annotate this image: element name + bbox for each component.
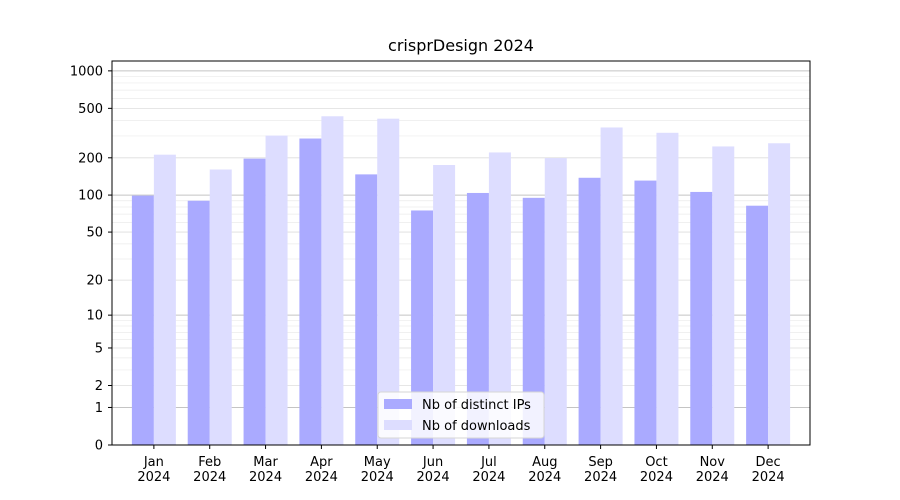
bar-distinct-ips bbox=[634, 180, 657, 446]
x-tick-label: Feb 2024 bbox=[193, 455, 226, 485]
y-tick-label: 100 bbox=[78, 189, 103, 204]
x-tick-label: Aug 2024 bbox=[528, 455, 561, 485]
y-tick-label: 10 bbox=[86, 309, 103, 324]
bar-distinct-ips bbox=[243, 158, 266, 445]
y-tick-label: 5 bbox=[95, 341, 103, 356]
plot-frame bbox=[111, 60, 811, 446]
x-tick-label-line: 2024 bbox=[472, 470, 505, 485]
y-tick-label: 200 bbox=[78, 151, 103, 166]
bar-downloads bbox=[209, 169, 232, 445]
x-tick-label-line: 2024 bbox=[137, 470, 170, 485]
x-tick-label-line: 2024 bbox=[193, 470, 226, 485]
y-tick-label: 1 bbox=[95, 401, 103, 416]
bar-distinct-ips bbox=[411, 210, 434, 445]
x-tick-label: Apr 2024 bbox=[305, 455, 338, 485]
bar-distinct-ips bbox=[466, 192, 489, 445]
chart-title: crisprDesign 2024 bbox=[388, 36, 534, 55]
legend-swatch bbox=[384, 420, 412, 430]
y-tick-label: 2 bbox=[95, 379, 103, 394]
bar-downloads bbox=[488, 152, 511, 446]
bar-downloads bbox=[433, 164, 456, 446]
bar-distinct-ips bbox=[355, 174, 378, 445]
x-tick-label-line: Sep bbox=[588, 455, 613, 470]
x-tick-label: May 2024 bbox=[361, 455, 394, 485]
x-tick-label-line: 2024 bbox=[305, 470, 338, 485]
axes-layer bbox=[111, 60, 811, 446]
x-tick-label: Jul 2024 bbox=[472, 455, 505, 485]
bar-distinct-ips bbox=[187, 200, 210, 445]
bar-downloads bbox=[600, 127, 623, 445]
x-tick-label: Jan 2024 bbox=[137, 455, 170, 485]
x-tick-label-line: Apr bbox=[310, 455, 333, 470]
x-tick-label-line: Oct bbox=[645, 455, 667, 470]
x-tick-label-line: 2024 bbox=[640, 470, 673, 485]
x-tick-label: Dec 2024 bbox=[752, 455, 785, 485]
y-tick-label: 1000 bbox=[70, 64, 103, 79]
bar-distinct-ips bbox=[299, 138, 322, 445]
bar-distinct-ips bbox=[690, 191, 713, 445]
x-tick-label-line: Mar bbox=[253, 455, 278, 470]
x-tick-label: Sep 2024 bbox=[584, 455, 617, 485]
x-tick-label-line: 2024 bbox=[528, 470, 561, 485]
x-tick-label-line: Jun bbox=[422, 455, 443, 470]
x-tick-label-line: Feb bbox=[198, 455, 221, 470]
legend-swatch bbox=[384, 399, 412, 409]
legend-label: Nb of downloads bbox=[422, 419, 531, 434]
y-tick-label: 0 bbox=[95, 439, 103, 454]
x-tick-label-line: 2024 bbox=[584, 470, 617, 485]
bars-layer bbox=[131, 116, 791, 446]
y-tick-label: 50 bbox=[86, 226, 103, 241]
x-tick-label-line: May bbox=[364, 455, 391, 470]
x-tick-label-line: Jan bbox=[143, 455, 164, 470]
bar-distinct-ips bbox=[578, 177, 601, 445]
x-tick-label-line: 2024 bbox=[752, 470, 785, 485]
x-tick-label: Jun 2024 bbox=[417, 455, 450, 485]
x-tick-label-line: 2024 bbox=[361, 470, 394, 485]
legend: Nb of distinct IPs Nb of downloads bbox=[377, 391, 545, 439]
x-tick-label-line: Dec bbox=[756, 455, 781, 470]
bar-distinct-ips bbox=[746, 205, 769, 445]
bar-downloads bbox=[544, 158, 567, 446]
x-tick-label-line: Aug bbox=[532, 455, 557, 470]
bar-downloads bbox=[712, 146, 735, 446]
bar-downloads bbox=[656, 132, 679, 445]
x-tick-label: Nov 2024 bbox=[696, 455, 729, 485]
x-tick-label-line: Jul bbox=[480, 455, 497, 470]
bar-distinct-ips bbox=[131, 195, 154, 445]
y-tick-label: 20 bbox=[86, 274, 103, 289]
bar-downloads bbox=[377, 118, 400, 446]
legend-box bbox=[377, 391, 545, 439]
bar-downloads bbox=[153, 154, 176, 445]
x-tick-label: Mar 2024 bbox=[249, 455, 282, 485]
bar-distinct-ips bbox=[522, 197, 545, 445]
x-tick-label-line: 2024 bbox=[696, 470, 729, 485]
bar-downloads bbox=[321, 116, 344, 445]
y-tick-label: 500 bbox=[78, 102, 103, 117]
bar-downloads bbox=[265, 135, 288, 446]
x-tick-label-line: 2024 bbox=[249, 470, 282, 485]
x-tick-label-line: 2024 bbox=[417, 470, 450, 485]
x-tick-label: Oct 2024 bbox=[640, 455, 673, 485]
legend-label: Nb of distinct IPs bbox=[422, 398, 531, 413]
bar-downloads bbox=[768, 143, 791, 445]
x-tick-label-line: Nov bbox=[700, 455, 726, 470]
